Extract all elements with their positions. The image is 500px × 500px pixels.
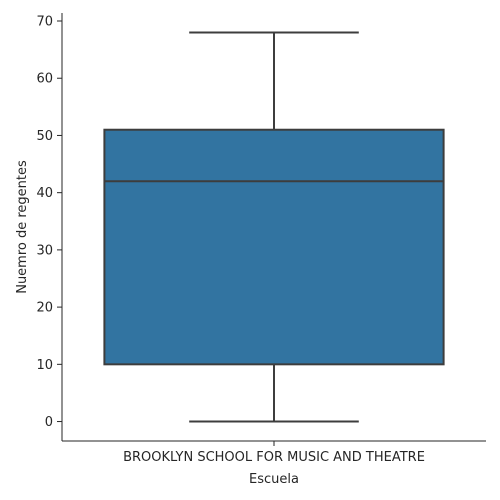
y-tick-label: 40 bbox=[36, 186, 53, 201]
y-tick-label: 70 bbox=[36, 15, 53, 30]
iqr-box bbox=[103, 128, 445, 366]
y-tick-label: 0 bbox=[45, 415, 53, 430]
x-ticks: BROOKLYN SCHOOL FOR MUSIC AND THEATRE bbox=[123, 441, 425, 465]
x-tick-label: BROOKLYN SCHOOL FOR MUSIC AND THEATRE bbox=[123, 450, 425, 465]
y-axis-title: Nuemro de regentes bbox=[15, 160, 30, 294]
y-tick-label: 30 bbox=[36, 243, 53, 258]
y-tick-label: 10 bbox=[36, 358, 53, 373]
x-axis-title: Escuela bbox=[249, 472, 299, 487]
y-tick-label: 60 bbox=[36, 72, 53, 87]
y-ticks: 0 10 20 30 40 50 60 70 bbox=[36, 15, 62, 430]
plot-area bbox=[103, 31, 445, 423]
y-tick-label: 50 bbox=[36, 129, 53, 144]
y-tick-label: 20 bbox=[36, 301, 53, 316]
